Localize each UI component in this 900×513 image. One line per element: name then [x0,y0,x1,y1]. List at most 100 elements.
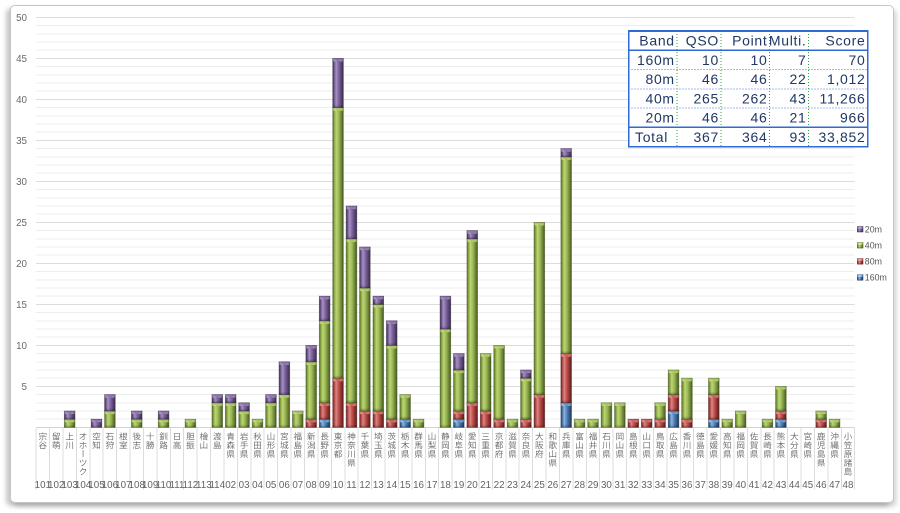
svg-text:QSO: QSO [686,33,719,49]
svg-text:04: 04 [252,480,263,491]
svg-text:10: 10 [333,480,344,491]
svg-text:30: 30 [601,480,612,491]
svg-text:265: 265 [694,90,719,106]
svg-text:40: 40 [16,95,27,106]
svg-text:966: 966 [840,110,865,126]
svg-text:46: 46 [702,110,719,126]
svg-text:46: 46 [816,480,827,491]
svg-text:10: 10 [751,52,768,68]
svg-text:367: 367 [694,129,719,145]
svg-text:160m: 160m [637,52,675,68]
svg-text:Point: Point [732,33,767,49]
svg-text:101: 101 [35,480,51,491]
svg-text:46: 46 [702,71,719,87]
svg-text:Total: Total [635,129,668,145]
svg-text:36: 36 [682,480,693,491]
svg-text:12: 12 [359,480,370,491]
svg-text:1,012: 1,012 [827,71,866,87]
svg-text:39: 39 [722,480,733,491]
svg-text:11: 11 [346,480,356,491]
svg-text:Score: Score [825,33,865,49]
svg-text:27: 27 [561,480,572,491]
svg-text:46: 46 [751,71,768,87]
svg-text:08: 08 [306,480,317,491]
svg-text:110: 110 [156,480,172,491]
svg-text:18: 18 [440,480,451,491]
svg-text:5: 5 [22,382,28,393]
svg-text:13: 13 [373,480,384,491]
svg-text:14: 14 [386,480,397,491]
svg-text:40m: 40m [645,90,674,106]
svg-text:10: 10 [702,52,719,68]
svg-text:364: 364 [742,129,767,145]
svg-text:17: 17 [427,480,438,491]
svg-text:33,852: 33,852 [818,129,865,145]
svg-text:22: 22 [494,480,505,491]
svg-text:104: 104 [75,480,92,491]
svg-text:15: 15 [16,300,27,311]
svg-text:43: 43 [775,480,786,491]
svg-text:105: 105 [88,480,105,491]
svg-text:15: 15 [400,480,411,491]
svg-text:22: 22 [790,71,807,87]
svg-text:103: 103 [61,480,78,491]
svg-text:108: 108 [129,480,146,491]
svg-text:37: 37 [695,480,706,491]
svg-text:109: 109 [142,480,158,491]
svg-text:03: 03 [239,480,250,491]
svg-text:40m: 40m [865,240,882,250]
svg-text:20m: 20m [865,224,882,234]
svg-text:262: 262 [742,90,767,106]
svg-text:35: 35 [668,480,679,491]
svg-text:07: 07 [292,480,303,491]
svg-text:31: 31 [614,480,625,491]
svg-text:112: 112 [183,480,199,491]
svg-text:45: 45 [802,480,813,491]
svg-text:111: 111 [170,480,185,491]
svg-text:11,266: 11,266 [820,90,866,106]
svg-text:102: 102 [48,480,64,491]
svg-text:41: 41 [749,480,760,491]
svg-text:21: 21 [790,110,807,126]
svg-text:113: 113 [196,480,212,491]
svg-text:70: 70 [849,52,866,68]
svg-text:42: 42 [762,480,773,491]
svg-text:25: 25 [534,480,545,491]
svg-text:10: 10 [16,341,27,352]
svg-text:33: 33 [641,480,652,491]
svg-text:47: 47 [829,480,840,491]
svg-text:48: 48 [843,480,854,491]
svg-text:06: 06 [279,480,290,491]
svg-text:Band: Band [639,33,675,49]
svg-text:28: 28 [574,480,585,491]
svg-text:02: 02 [225,480,236,491]
svg-text:45: 45 [16,54,27,65]
svg-text:80m: 80m [645,71,674,87]
svg-text:114: 114 [209,480,225,491]
svg-text:7: 7 [798,52,807,68]
svg-text:80m: 80m [865,256,882,266]
svg-text:Multi.: Multi. [769,33,807,49]
svg-text:46: 46 [751,110,768,126]
svg-text:19: 19 [453,480,464,491]
svg-text:40: 40 [735,480,746,491]
svg-text:43: 43 [790,90,807,106]
svg-text:160m: 160m [865,273,887,283]
svg-text:34: 34 [655,480,666,491]
svg-text:20: 20 [467,480,478,491]
svg-text:107: 107 [115,480,131,491]
svg-text:25: 25 [16,218,27,229]
svg-text:26: 26 [547,480,558,491]
svg-text:20m: 20m [645,110,674,126]
svg-text:38: 38 [708,480,719,491]
svg-text:16: 16 [413,480,424,491]
svg-text:21: 21 [480,480,491,491]
svg-text:09: 09 [319,480,330,491]
svg-text:44: 44 [789,480,800,491]
svg-text:29: 29 [588,480,599,491]
svg-text:50: 50 [16,13,27,24]
svg-text:20: 20 [16,259,27,270]
svg-text:106: 106 [102,480,119,491]
svg-text:24: 24 [520,480,531,491]
svg-text:32: 32 [628,480,639,491]
